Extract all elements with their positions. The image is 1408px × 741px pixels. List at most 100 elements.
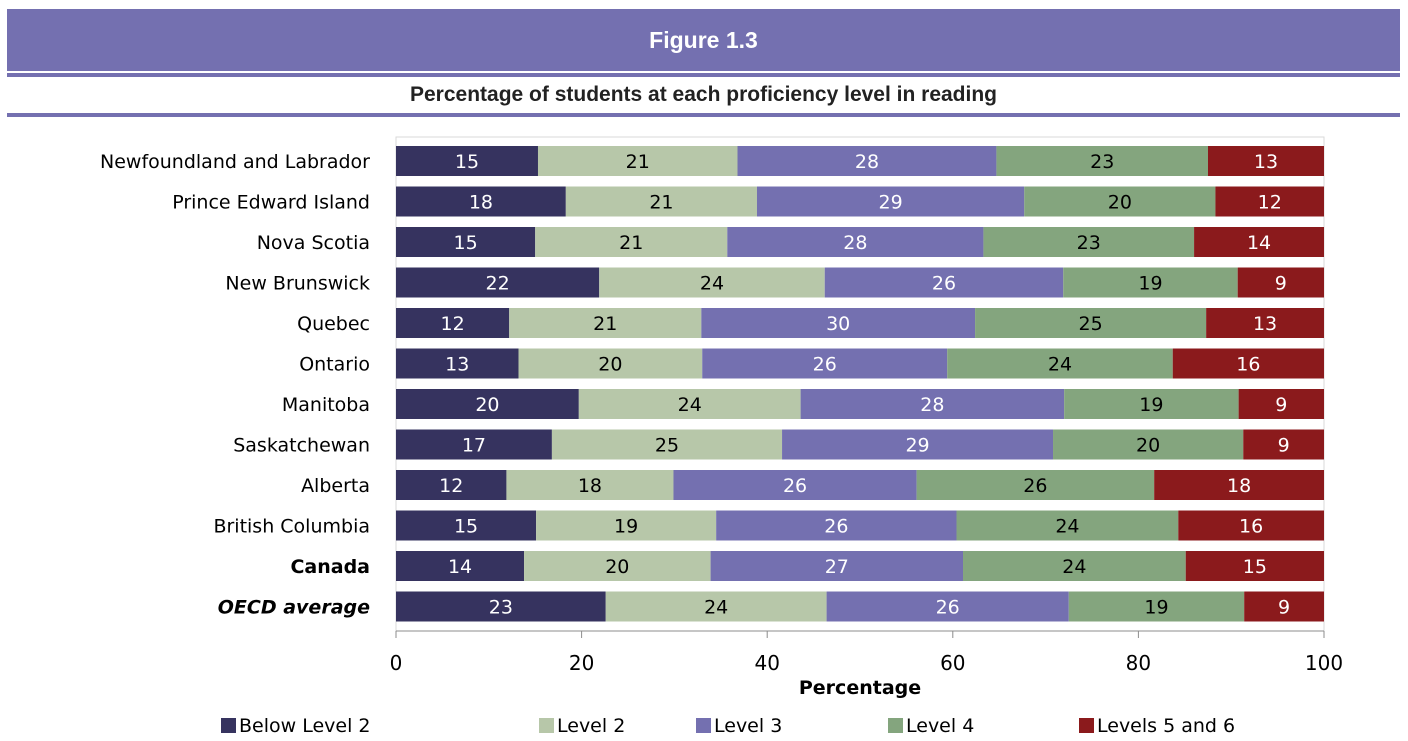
- legend-label: Level 4: [906, 715, 974, 737]
- bar-segment: [710, 551, 964, 581]
- bar-segment: [396, 146, 538, 176]
- bar-segment: [800, 389, 1065, 419]
- bar-segment: [975, 308, 1207, 338]
- bar-data-label: 9: [1278, 435, 1290, 457]
- bar-segment: [1024, 186, 1216, 217]
- bar-data-label: 24: [704, 597, 728, 619]
- divider-bottom: [7, 113, 1400, 117]
- bar-data-label: 18: [1227, 475, 1251, 497]
- category-label: Alberta: [301, 475, 370, 497]
- x-tick-label: 20: [569, 651, 594, 675]
- bar-segment: [1053, 429, 1244, 460]
- bar-segment: [396, 308, 510, 338]
- bar-segment: [565, 186, 757, 217]
- bar-data-label: 15: [454, 232, 478, 254]
- bar-data-label: 22: [486, 273, 510, 295]
- bar-data-label: 18: [469, 192, 493, 214]
- bar-data-label: 20: [598, 354, 622, 376]
- x-tick-label: 40: [754, 651, 779, 675]
- bar-data-label: 26: [936, 597, 960, 619]
- bar-data-label: 30: [826, 313, 850, 335]
- bar-segment: [947, 348, 1173, 379]
- bar-data-label: 12: [439, 475, 463, 497]
- bar-data-label: 23: [1090, 151, 1114, 173]
- bar-segment: [956, 510, 1179, 541]
- bar-segment: [551, 429, 783, 460]
- bar-segment: [716, 510, 957, 541]
- legend-swatch: [696, 718, 711, 733]
- bar-data-label: 21: [626, 151, 650, 173]
- x-tick-label: 80: [1126, 651, 1151, 675]
- figure-subtitle: Percentage of students at each proficien…: [409, 83, 997, 106]
- bar-segment: [983, 227, 1195, 257]
- bar-data-label: 13: [1253, 313, 1277, 335]
- bar-segment: [518, 348, 703, 379]
- bar-data-label: 28: [855, 151, 879, 173]
- bar-segment: [396, 186, 566, 217]
- category-label: Quebec: [297, 313, 370, 335]
- bar-segment: [396, 227, 536, 257]
- bar-data-label: 19: [1144, 597, 1168, 619]
- bar-segment: [396, 510, 537, 541]
- category-label: OECD average: [218, 597, 370, 619]
- bar-data-label: 13: [445, 354, 469, 376]
- bar-segment: [1178, 510, 1324, 541]
- legend-label: Levels 5 and 6: [1097, 715, 1235, 737]
- bar-data-label: 15: [455, 151, 479, 173]
- bar-data-label: 14: [448, 556, 472, 578]
- bar-segment: [826, 591, 1069, 622]
- bar-segment: [702, 348, 948, 379]
- category-label: Saskatchewan: [233, 435, 370, 457]
- bar-data-label: 25: [1079, 313, 1103, 335]
- bar-data-label: 21: [593, 313, 617, 335]
- bar-segment: [782, 429, 1054, 460]
- bar-segment: [605, 591, 827, 622]
- bar-segment: [1208, 146, 1324, 176]
- bar-segment: [1244, 591, 1324, 622]
- bar-segment: [396, 429, 552, 460]
- legend-swatch: [221, 718, 236, 733]
- bar-data-label: 27: [825, 556, 849, 578]
- category-label: Prince Edward Island: [172, 192, 370, 214]
- bar-segment: [599, 267, 825, 298]
- bar-data-label: 18: [578, 475, 602, 497]
- category-label: New Brunswick: [225, 273, 370, 295]
- bar-data-label: 26: [824, 516, 848, 538]
- legend-label: Level 3: [714, 715, 782, 737]
- bar-segment: [537, 146, 738, 176]
- bar-data-label: 19: [1138, 273, 1162, 295]
- bar-segment: [396, 348, 519, 379]
- bar-data-label: 17: [462, 435, 486, 457]
- bar-segment: [1194, 227, 1324, 257]
- bar-segment: [524, 551, 711, 581]
- bar-segment: [727, 227, 984, 257]
- bar-segment: [916, 470, 1155, 500]
- bar-segment: [1154, 470, 1324, 500]
- bar-data-label: 23: [1077, 232, 1101, 254]
- category-label: Ontario: [299, 354, 370, 376]
- bar-data-label: 28: [843, 232, 867, 254]
- bar-data-label: 29: [879, 192, 903, 214]
- figure-banner: Figure 1.3: [7, 9, 1400, 71]
- bar-data-label: 24: [1062, 556, 1086, 578]
- bar-data-label: 15: [1243, 556, 1267, 578]
- bar-data-label: 24: [1048, 354, 1072, 376]
- bar-data-label: 28: [920, 394, 944, 416]
- bar-segment: [963, 551, 1186, 581]
- bar-data-label: 29: [905, 435, 929, 457]
- figure-label: Figure 1.3: [649, 27, 758, 53]
- bar-segment: [1172, 348, 1324, 379]
- bar-data-label: 26: [813, 354, 837, 376]
- bar-segment: [1238, 389, 1324, 419]
- bar-data-label: 20: [605, 556, 629, 578]
- bar-data-label: 13: [1254, 151, 1278, 173]
- bar-data-label: 20: [1108, 192, 1132, 214]
- bar-data-label: 15: [454, 516, 478, 538]
- bar-segment: [1185, 551, 1324, 581]
- bar-segment: [509, 308, 702, 338]
- bar-data-label: 16: [1236, 354, 1260, 376]
- legend-label: Below Level 2: [239, 715, 371, 737]
- bar-data-label: 9: [1275, 394, 1287, 416]
- bar-segment: [396, 591, 606, 622]
- x-axis-title: Percentage: [799, 677, 921, 699]
